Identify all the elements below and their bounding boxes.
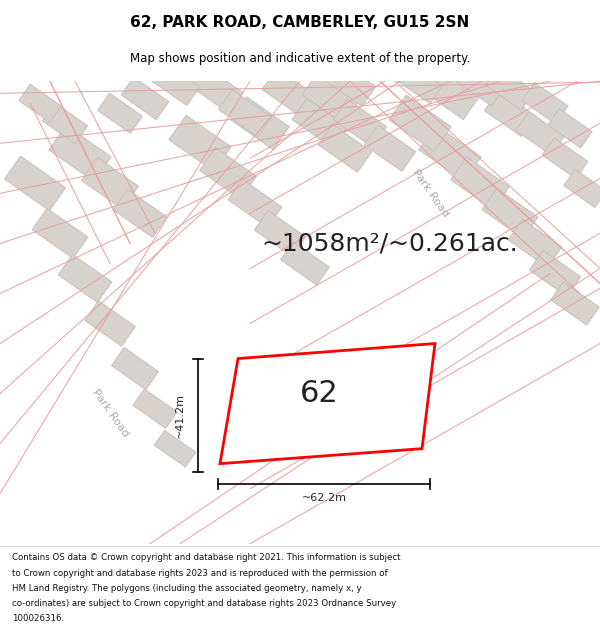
Polygon shape	[218, 89, 272, 137]
Polygon shape	[262, 68, 318, 118]
Polygon shape	[451, 157, 509, 210]
Polygon shape	[302, 73, 358, 123]
Polygon shape	[228, 179, 282, 228]
Polygon shape	[4, 156, 65, 211]
Polygon shape	[484, 90, 536, 136]
Text: Park Road: Park Road	[410, 168, 450, 219]
Text: ~41.2m: ~41.2m	[175, 392, 185, 438]
Polygon shape	[529, 251, 581, 296]
Polygon shape	[220, 344, 435, 464]
Polygon shape	[508, 219, 562, 268]
Polygon shape	[548, 109, 592, 148]
Polygon shape	[98, 93, 142, 133]
Polygon shape	[455, 61, 505, 106]
Polygon shape	[542, 138, 588, 179]
Polygon shape	[112, 348, 158, 389]
Polygon shape	[281, 242, 329, 285]
Polygon shape	[389, 95, 451, 151]
Polygon shape	[150, 61, 200, 106]
Polygon shape	[482, 188, 538, 238]
Polygon shape	[292, 98, 348, 148]
Polygon shape	[133, 389, 177, 428]
Polygon shape	[324, 60, 376, 106]
Polygon shape	[43, 102, 88, 144]
Polygon shape	[82, 158, 139, 209]
Polygon shape	[333, 99, 387, 148]
Text: ~62.2m: ~62.2m	[302, 492, 347, 502]
Polygon shape	[230, 97, 289, 150]
Text: 62, PARK ROAD, CAMBERLEY, GU15 2SN: 62, PARK ROAD, CAMBERLEY, GU15 2SN	[130, 15, 470, 30]
Polygon shape	[364, 125, 416, 171]
Polygon shape	[187, 64, 242, 113]
Polygon shape	[49, 125, 111, 181]
Polygon shape	[121, 77, 169, 119]
Polygon shape	[516, 111, 564, 155]
Polygon shape	[58, 254, 112, 302]
Text: Map shows position and indicative extent of the property.: Map shows position and indicative extent…	[130, 52, 470, 65]
Text: to Crown copyright and database rights 2023 and is reproduced with the permissio: to Crown copyright and database rights 2…	[12, 569, 388, 578]
Text: HM Land Registry. The polygons (including the associated geometry, namely x, y: HM Land Registry. The polygons (includin…	[12, 584, 362, 592]
Polygon shape	[85, 301, 136, 346]
Polygon shape	[397, 62, 443, 104]
Polygon shape	[32, 208, 88, 258]
Polygon shape	[154, 431, 196, 467]
Polygon shape	[169, 115, 231, 171]
Text: 100026316.: 100026316.	[12, 614, 64, 622]
Polygon shape	[564, 169, 600, 208]
Polygon shape	[522, 82, 568, 124]
Text: Park Road: Park Road	[90, 388, 130, 439]
Polygon shape	[419, 125, 481, 181]
Polygon shape	[113, 189, 167, 238]
Polygon shape	[199, 148, 257, 199]
Polygon shape	[19, 84, 61, 122]
Text: ~1058m²/~0.261ac.: ~1058m²/~0.261ac.	[262, 231, 518, 256]
Text: Contains OS data © Crown copyright and database right 2021. This information is : Contains OS data © Crown copyright and d…	[12, 554, 401, 562]
Text: co-ordinates) are subject to Crown copyright and database rights 2023 Ordnance S: co-ordinates) are subject to Crown copyr…	[12, 599, 396, 608]
Polygon shape	[551, 282, 599, 325]
Text: 62: 62	[299, 379, 338, 408]
Polygon shape	[421, 67, 479, 119]
Polygon shape	[318, 124, 372, 172]
Polygon shape	[254, 211, 306, 256]
Polygon shape	[486, 66, 534, 110]
